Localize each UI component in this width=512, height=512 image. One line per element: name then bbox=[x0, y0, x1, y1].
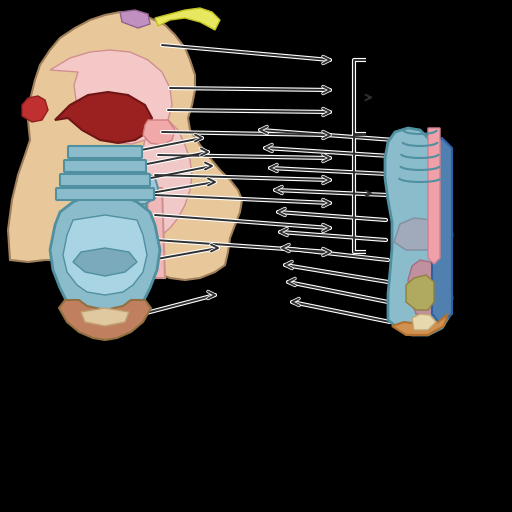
Polygon shape bbox=[406, 275, 434, 310]
Polygon shape bbox=[128, 120, 192, 242]
Polygon shape bbox=[81, 308, 129, 326]
Polygon shape bbox=[408, 260, 444, 316]
Polygon shape bbox=[155, 8, 220, 30]
Polygon shape bbox=[123, 170, 150, 187]
FancyBboxPatch shape bbox=[56, 188, 154, 200]
Polygon shape bbox=[432, 138, 452, 324]
Polygon shape bbox=[428, 128, 440, 264]
Polygon shape bbox=[130, 178, 148, 198]
Polygon shape bbox=[50, 50, 172, 144]
Polygon shape bbox=[22, 96, 48, 122]
Polygon shape bbox=[63, 215, 147, 295]
Polygon shape bbox=[394, 218, 442, 250]
Polygon shape bbox=[50, 194, 160, 324]
Polygon shape bbox=[385, 128, 452, 335]
Polygon shape bbox=[412, 314, 436, 330]
Polygon shape bbox=[73, 248, 137, 276]
FancyBboxPatch shape bbox=[60, 174, 150, 186]
Polygon shape bbox=[120, 10, 150, 28]
Polygon shape bbox=[55, 92, 152, 143]
FancyBboxPatch shape bbox=[64, 160, 146, 172]
Polygon shape bbox=[392, 314, 448, 335]
Polygon shape bbox=[8, 12, 242, 280]
Polygon shape bbox=[59, 300, 151, 340]
FancyBboxPatch shape bbox=[68, 146, 142, 158]
Polygon shape bbox=[125, 190, 148, 278]
Polygon shape bbox=[118, 172, 158, 204]
Polygon shape bbox=[146, 188, 165, 278]
Polygon shape bbox=[143, 120, 175, 145]
